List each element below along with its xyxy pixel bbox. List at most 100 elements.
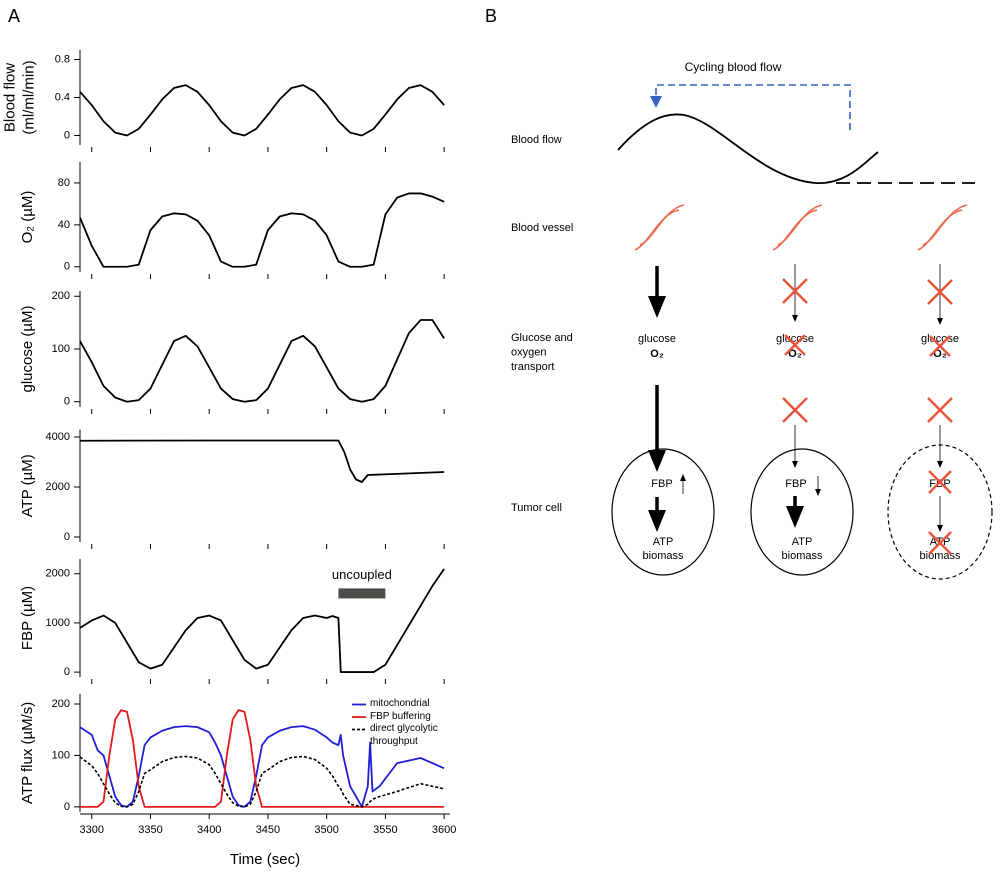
fbp-label: FBP (651, 478, 672, 490)
cycle-arrow (655, 84, 851, 130)
panel-label: A (8, 6, 20, 26)
cross (927, 397, 953, 423)
y-tick-label: 0 (64, 531, 70, 543)
blood-vessel (772, 209, 818, 251)
y-tick-label: 0 (64, 396, 70, 408)
arrow-head (648, 296, 666, 318)
data-line (79, 755, 445, 808)
y-tick-label: 200 (52, 290, 70, 302)
row-label: transport (511, 361, 554, 373)
cross (782, 278, 808, 304)
row-label: Blood vessel (511, 222, 573, 234)
y-tick-label: 0 (64, 801, 70, 813)
arrow-head (786, 506, 804, 528)
data-line (79, 84, 445, 137)
row-label: Tumor cell (511, 502, 562, 514)
y-tick-label: 2000 (46, 568, 70, 580)
data-line (79, 568, 445, 673)
x-tick-label: 3300 (80, 824, 104, 836)
x-axis-label: Time (sec) (230, 851, 300, 868)
biomass-label: biomass (920, 550, 961, 562)
annotation-bar (338, 588, 386, 599)
y-tick-label: 200 (52, 698, 70, 710)
arrow-head (937, 461, 943, 468)
data-line (79, 319, 445, 403)
y-axis-label: O₂ (µM) (19, 191, 36, 244)
row-label: oxygen (511, 346, 546, 358)
cross (927, 279, 953, 305)
x-tick-label: 3550 (373, 824, 397, 836)
y-tick-label: 0 (64, 261, 70, 273)
row-label: Blood flow (511, 134, 562, 146)
y-tick-label: 2000 (46, 481, 70, 493)
atp-label: ATP (653, 536, 674, 548)
y-axis-label: ATP (µM) (19, 454, 36, 517)
blood-vessel (634, 209, 680, 251)
panel-label: B (485, 6, 497, 26)
legend: mitochondrial FBP buffering direct glycoly… (370, 698, 465, 748)
glucose-label: glucose (921, 333, 959, 345)
row-label: Glucose and (511, 332, 573, 344)
o2-label: O₂ (788, 348, 802, 360)
biomass-label: biomass (643, 550, 684, 562)
cycle-label: Cycling blood flow (685, 60, 782, 74)
x-tick-label: 3400 (197, 824, 221, 836)
y-axis-label: glucose (µM) (19, 305, 36, 392)
y-tick-label: 80 (58, 177, 70, 189)
data-line (79, 192, 445, 268)
x-tick-label: 3450 (256, 824, 280, 836)
fbp-label: FBP (785, 478, 806, 490)
cross (784, 334, 806, 356)
data-line (79, 725, 445, 808)
y-tick-label: 40 (58, 219, 70, 231)
x-tick-label: 3600 (432, 824, 456, 836)
blood-vessel (922, 204, 968, 246)
cross (928, 531, 952, 555)
arrow-head (648, 450, 666, 472)
y-tick-label: 0 (64, 129, 70, 141)
cross (928, 470, 952, 494)
y-tick-label: 4000 (46, 431, 70, 443)
y-tick-label: 0 (64, 666, 70, 678)
legend-entry: direct glycolytic throughput (370, 723, 438, 747)
y-tick-label: 100 (52, 343, 70, 355)
atp-label: ATP (792, 536, 813, 548)
o2-label: O₂ (650, 348, 664, 360)
x-tick-label: 3350 (138, 824, 162, 836)
arrow-head (937, 525, 943, 532)
y-tick-label: 100 (52, 749, 70, 761)
annotation-text: uncoupled (332, 567, 392, 582)
arrow-head (792, 461, 798, 468)
blood-vessel (639, 204, 685, 246)
glucose-label: glucose (776, 333, 814, 345)
biomass-label: biomass (782, 550, 823, 562)
cross (929, 335, 951, 357)
arrow-head (680, 474, 686, 481)
legend-entry: mitochondrial (370, 698, 430, 709)
data-line (79, 439, 445, 483)
y-tick-label: 1000 (46, 617, 70, 629)
y-axis-label: Blood flow (1, 63, 18, 132)
y-tick-label: 0.4 (55, 91, 70, 103)
arrow-head (937, 318, 943, 325)
blood-flow-wave (617, 113, 879, 184)
arrow-head (792, 315, 798, 322)
y-tick-label: 0.8 (55, 53, 70, 65)
cross (782, 397, 808, 423)
tumor-cell (750, 448, 854, 576)
blood-vessel (777, 204, 823, 246)
tumor-cell (611, 448, 715, 576)
x-tick-label: 3500 (314, 824, 338, 836)
y-axis-label: ATP flux (µM/s) (19, 702, 36, 804)
y-axis-label: (ml/ml/min) (20, 60, 37, 134)
y-axis-label: FBP (µM) (19, 586, 36, 650)
arrow-head (815, 489, 821, 496)
data-line (80, 709, 445, 808)
arrow-head (648, 510, 666, 532)
cycle-arrowhead (650, 96, 662, 108)
legend-entry: FBP buffering (370, 710, 431, 722)
blood-vessel (917, 209, 963, 251)
glucose-label: glucose (638, 333, 676, 345)
